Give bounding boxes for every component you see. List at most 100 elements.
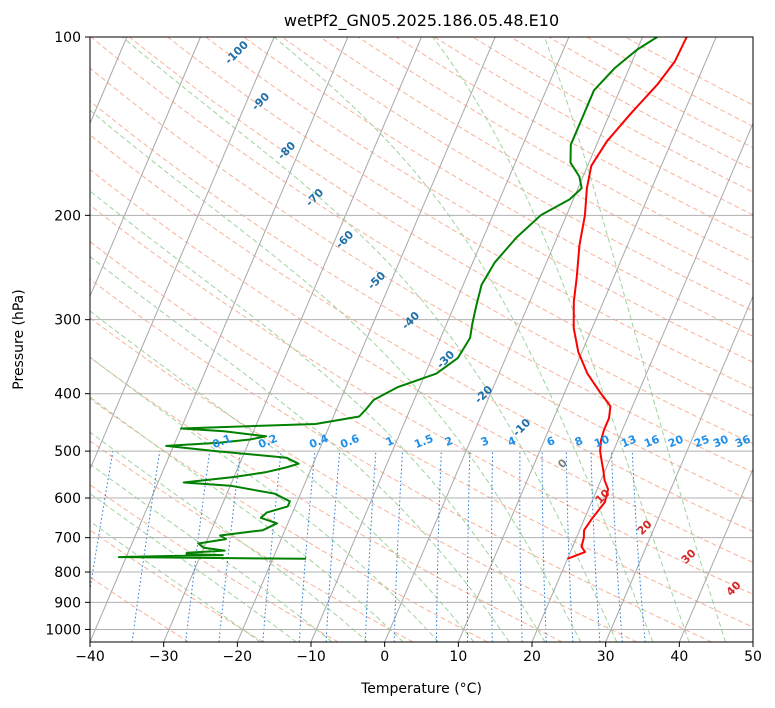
- moist-adiabat: [90, 190, 546, 642]
- dry-adiabat-label: -40: [399, 309, 422, 332]
- x-tick-label: −30: [149, 649, 179, 665]
- background-lines: [90, 37, 753, 642]
- dry-adiabat-label: -30: [434, 348, 457, 371]
- dry-adiabat: [129, 37, 753, 417]
- x-tick-label: −40: [75, 649, 105, 665]
- x-tick-label: 30: [597, 649, 615, 665]
- isotherm-line: [752, 640, 753, 642]
- isotherm-line: [457, 37, 717, 642]
- x-axis-label: Temperature (°C): [360, 681, 482, 697]
- mixing-ratio-line: [90, 451, 114, 593]
- x-tick-label: 40: [670, 649, 688, 665]
- plot-frame: [89, 36, 754, 643]
- mixing-ratio-label: 25: [692, 433, 711, 451]
- x-tick-label: −10: [296, 649, 326, 665]
- dewpoint-line: [117, 37, 658, 560]
- y-tick-label: 300: [54, 313, 81, 329]
- x-tick-label: 20: [523, 649, 541, 665]
- y-tick-label: 600: [54, 491, 81, 507]
- moist-adiabat: [90, 520, 261, 642]
- mixing-ratio-label: 0.6: [338, 432, 361, 451]
- mixing-ratio-line: [590, 451, 601, 642]
- isotherm-line: [90, 37, 349, 642]
- mixing-ratio-label: 0.1: [210, 432, 233, 451]
- dry-adiabat-label: -80: [275, 139, 298, 162]
- mixing-ratio-line: [298, 451, 316, 642]
- moist-adiabat: [90, 255, 510, 642]
- mixing-ratio-line: [631, 451, 646, 642]
- moist-adiabat-label: 10: [593, 486, 613, 506]
- moist-adiabat: [90, 431, 369, 642]
- dry-adiabat: [90, 484, 339, 642]
- dry-adiabat: [281, 37, 753, 312]
- dry-adiabat: [357, 37, 753, 263]
- y-tick-label: 100: [54, 30, 81, 46]
- moist-adiabat: [544, 37, 727, 642]
- isotherm-line: [384, 37, 643, 642]
- y-tick-label: 700: [54, 531, 81, 547]
- dry-adiabat: [90, 440, 414, 642]
- mixing-ratio-line: [185, 451, 211, 642]
- dry-adiabat: [90, 317, 638, 642]
- dry-adiabat: [472, 37, 753, 193]
- dry-adiabat-label: -100: [222, 38, 251, 67]
- moist-adiabat: [90, 463, 333, 642]
- moist-adiabat-label: 30: [679, 546, 699, 566]
- dry-adiabat-label: -90: [249, 90, 272, 113]
- mixing-ratio-label: 2: [443, 434, 455, 449]
- mixing-ratio-line: [218, 451, 241, 642]
- y-tick-label: 500: [54, 444, 81, 460]
- y-tick-label: 400: [54, 387, 81, 403]
- chart-title: wetPf2_GN05.2025.186.05.48.E10: [284, 11, 559, 31]
- dry-adiabat: [90, 278, 712, 642]
- mixing-ratio-label: 36: [733, 433, 752, 451]
- dry-adiabat: [167, 37, 753, 390]
- dry-adiabat-label: -70: [303, 186, 326, 209]
- mixing-ratio-label: 1.5: [412, 432, 435, 451]
- y-axis-label: Pressure (hPa): [11, 289, 27, 389]
- profile-lines: [117, 37, 688, 560]
- moist-adiabat: [121, 37, 618, 642]
- dry-adiabat-label: -20: [472, 383, 495, 406]
- temperature-line: [567, 37, 688, 560]
- x-tick-label: 10: [449, 649, 467, 665]
- mixing-ratio-label: 20: [666, 433, 685, 451]
- mixing-ratio-label: 16: [642, 433, 661, 451]
- isotherm-line: [90, 37, 275, 471]
- isotherm-line: [531, 122, 753, 642]
- y-tick-label: 900: [54, 595, 81, 611]
- dry-adiabat: [90, 240, 753, 628]
- x-tick-label: 50: [744, 649, 762, 665]
- moist-adiabat: [90, 356, 439, 642]
- mixing-ratio-label: 3: [479, 434, 491, 449]
- isotherm-line: [90, 37, 201, 298]
- y-tick-label: 200: [54, 208, 81, 224]
- mixing-ratio-label: 13: [619, 433, 638, 451]
- dry-adiabat: [90, 398, 488, 642]
- moist-adiabat-label: 0: [555, 456, 570, 471]
- mixing-ratio-line: [466, 451, 471, 642]
- dry-adiabat: [90, 168, 753, 564]
- y-tick-label: 800: [54, 565, 81, 581]
- dry-adiabat: [510, 37, 753, 171]
- dry-adiabat: [90, 37, 753, 445]
- isotherm-line: [678, 467, 753, 642]
- moist-adiabat: [273, 37, 654, 642]
- mixing-ratio-label: 1: [384, 434, 396, 449]
- isotherm-line: [605, 295, 753, 642]
- mixing-ratio-label: 6: [545, 434, 557, 449]
- dry-adiabat: [434, 37, 753, 216]
- moist-adiabat: [90, 109, 582, 642]
- mixing-ratio-line: [491, 451, 494, 642]
- x-tick-label: −20: [223, 649, 253, 665]
- moist-adiabat: [432, 37, 690, 642]
- isotherm-line: [310, 37, 570, 642]
- mixing-ratio-line: [565, 451, 574, 642]
- dry-adiabat: [90, 67, 753, 473]
- dry-adiabat-label: -60: [333, 228, 356, 251]
- dry-adiabat: [90, 529, 264, 642]
- moist-adiabat: [90, 492, 297, 642]
- mixing-ratio-label: 8: [573, 434, 585, 449]
- dry-adiabat: [90, 204, 753, 595]
- dry-adiabat: [586, 37, 753, 127]
